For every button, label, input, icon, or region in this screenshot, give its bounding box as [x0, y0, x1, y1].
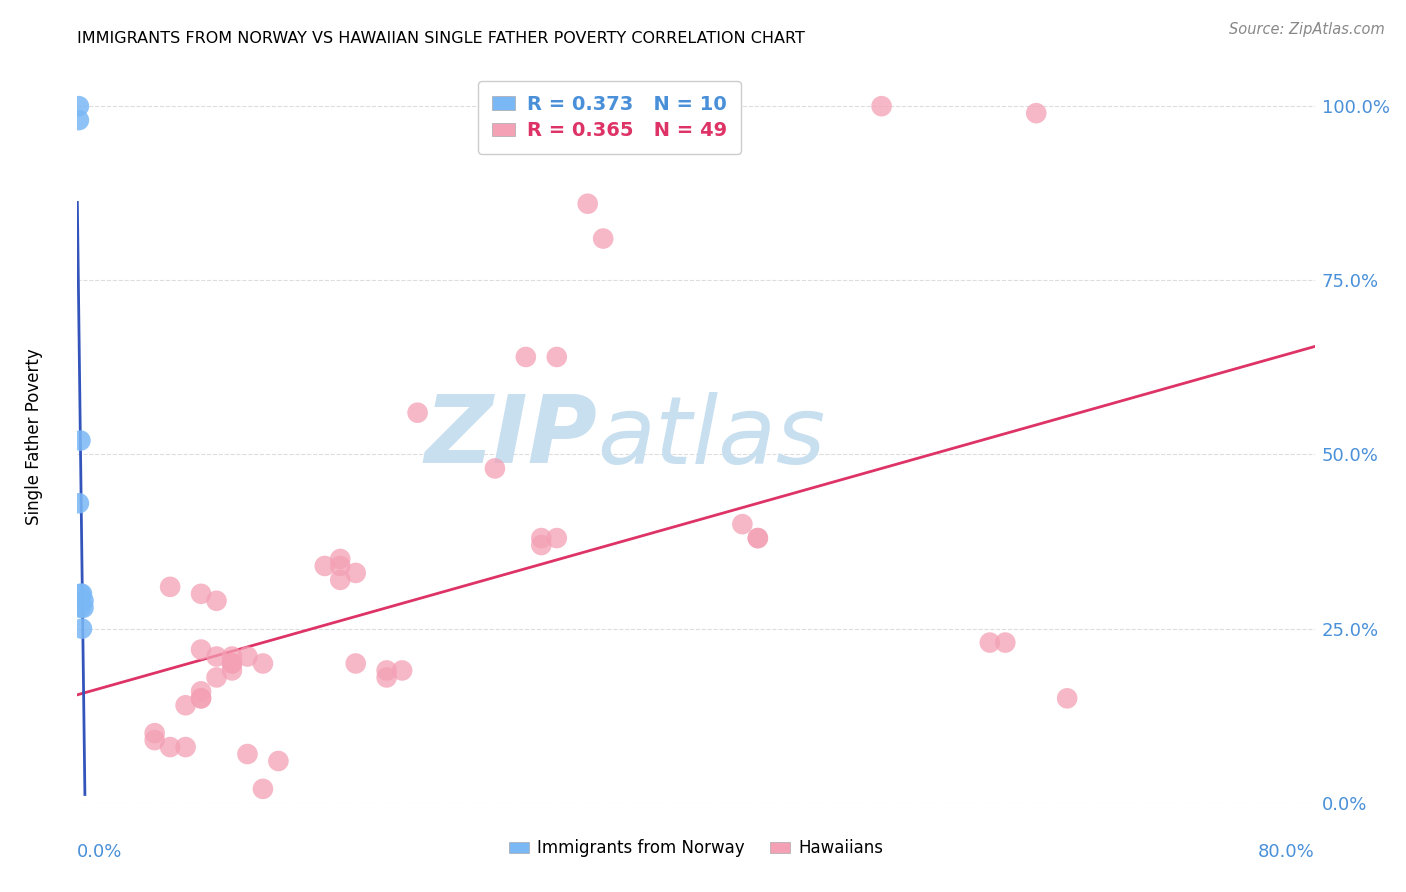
Point [515, 350, 537, 364]
Point [69, 600, 91, 615]
Point [143, 726, 166, 740]
Point [731, 517, 754, 532]
Point [252, 657, 274, 671]
Point [190, 691, 212, 706]
Point [870, 99, 893, 113]
Point [329, 558, 352, 573]
Point [344, 566, 367, 580]
Text: ZIP: ZIP [425, 391, 598, 483]
Legend: Immigrants from Norway, Hawaiians: Immigrants from Norway, Hawaiians [502, 832, 890, 864]
Text: Single Father Poverty: Single Father Poverty [25, 349, 44, 525]
Point [190, 691, 212, 706]
Point [1025, 106, 1047, 120]
Point [190, 642, 212, 657]
Point [592, 231, 614, 245]
Point [67, 99, 90, 113]
Point [546, 350, 568, 364]
Point [375, 664, 398, 678]
Text: Source: ZipAtlas.com: Source: ZipAtlas.com [1229, 22, 1385, 37]
Point [979, 635, 1001, 649]
Point [221, 657, 243, 671]
Point [72, 594, 94, 608]
Point [406, 406, 429, 420]
Text: 0.0%: 0.0% [77, 843, 122, 861]
Point [205, 594, 228, 608]
Point [205, 670, 228, 684]
Point [546, 531, 568, 545]
Point [484, 461, 506, 475]
Point [329, 552, 352, 566]
Point [221, 657, 243, 671]
Point [747, 531, 769, 545]
Point [143, 733, 166, 747]
Text: 80.0%: 80.0% [1258, 843, 1315, 861]
Point [205, 649, 228, 664]
Text: IMMIGRANTS FROM NORWAY VS HAWAIIAN SINGLE FATHER POVERTY CORRELATION CHART: IMMIGRANTS FROM NORWAY VS HAWAIIAN SINGL… [77, 31, 806, 46]
Point [236, 747, 259, 761]
Point [221, 649, 243, 664]
Point [391, 664, 413, 678]
Point [72, 600, 94, 615]
Point [267, 754, 290, 768]
Point [576, 196, 599, 211]
Text: atlas: atlas [598, 392, 825, 483]
Point [174, 740, 197, 755]
Point [69, 587, 91, 601]
Point [344, 657, 367, 671]
Point [159, 740, 181, 755]
Point [375, 670, 398, 684]
Point [67, 496, 90, 510]
Point [994, 635, 1017, 649]
Point [221, 664, 243, 678]
Point [747, 531, 769, 545]
Point [69, 434, 91, 448]
Point [530, 531, 553, 545]
Point [252, 781, 274, 796]
Point [70, 622, 93, 636]
Point [190, 684, 212, 698]
Point [530, 538, 553, 552]
Point [174, 698, 197, 713]
Point [329, 573, 352, 587]
Point [70, 587, 93, 601]
Point [67, 113, 90, 128]
Point [159, 580, 181, 594]
Point [314, 558, 336, 573]
Point [1056, 691, 1078, 706]
Point [236, 649, 259, 664]
Point [190, 587, 212, 601]
